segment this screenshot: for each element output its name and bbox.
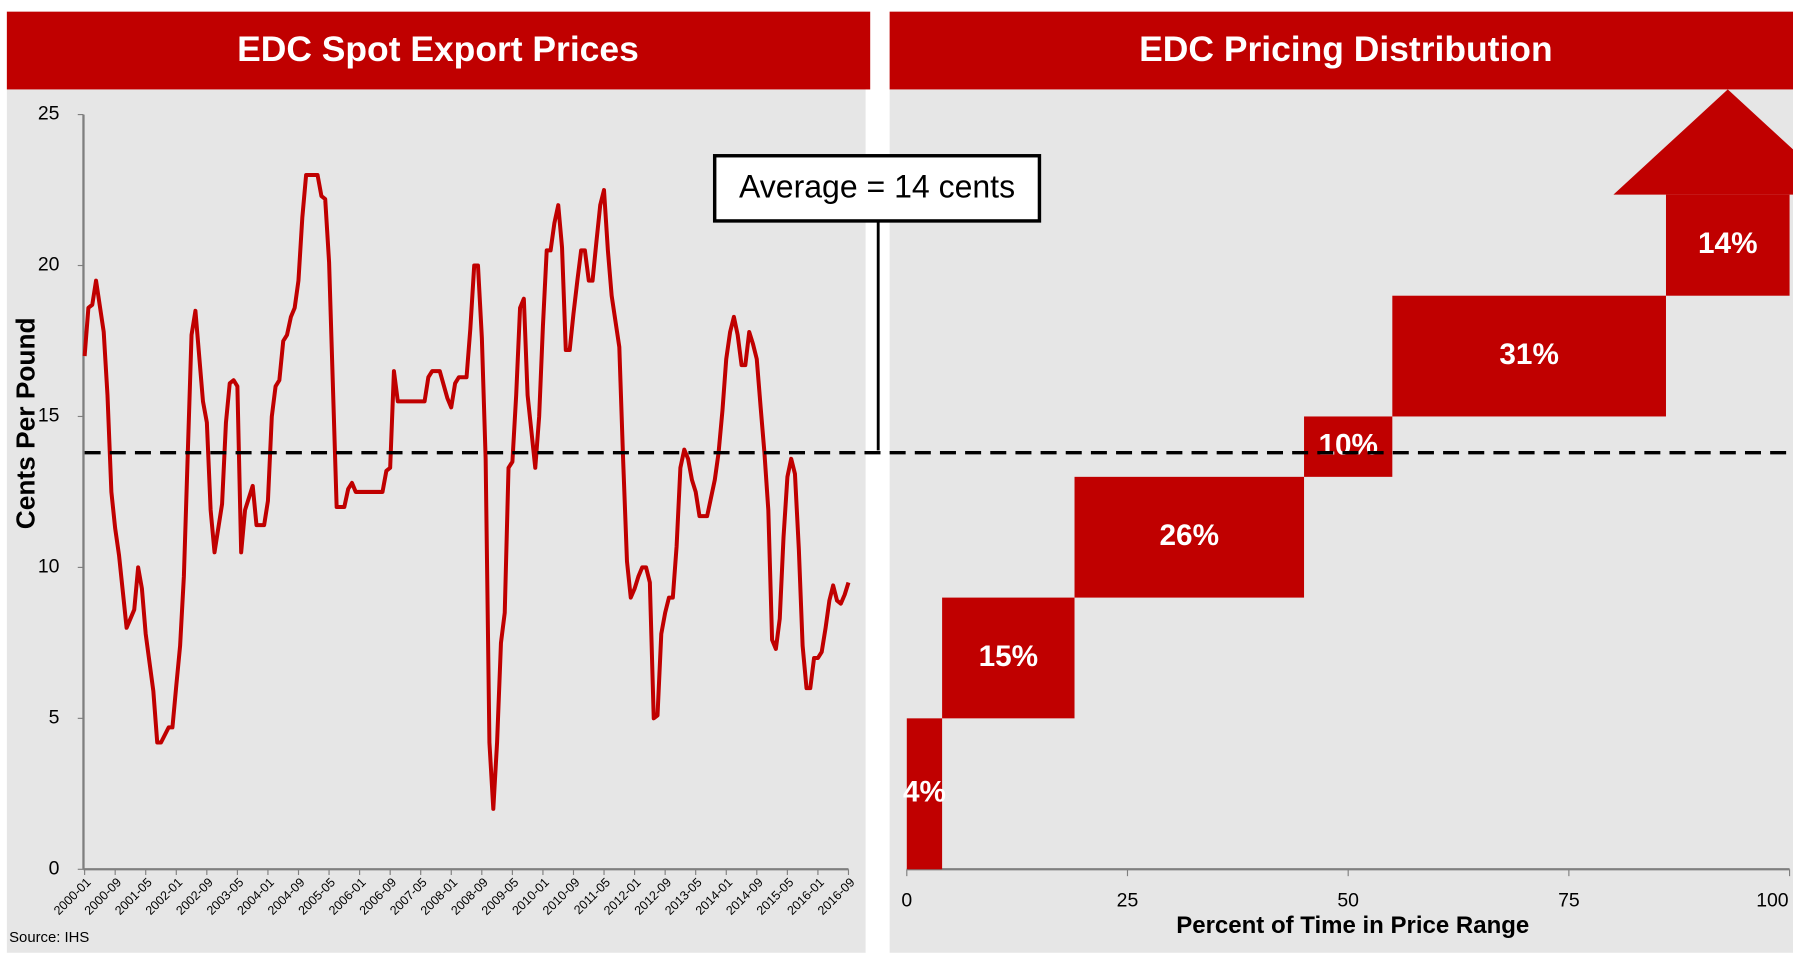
y-tick-label: 15 [38, 405, 60, 427]
left-header [6, 11, 871, 90]
value-label: 26% [1160, 519, 1219, 552]
value-label: 10% [1318, 429, 1377, 462]
y-tick-label: 10 [38, 556, 60, 578]
x-tick-label: 100 [1756, 889, 1789, 911]
price-line [82, 172, 851, 811]
range-bar [1074, 476, 1305, 598]
y-tick-label: 5 [49, 706, 60, 728]
y-tick-label: 0 [49, 857, 60, 879]
source: Source: IHS [9, 930, 89, 946]
range-bar [1665, 194, 1790, 296]
range-bar [1304, 416, 1393, 477]
right-title: EDC Pricing Distribution [1139, 29, 1552, 69]
y-tick-label: 20 [38, 254, 60, 276]
value-label: 31% [1499, 338, 1558, 371]
range-bars [906, 89, 1793, 870]
x-tick-label: 50 [1337, 889, 1359, 911]
x-axis-label: Percent of Time in Price Range [1176, 912, 1529, 939]
y-axis-label: Cents Per Pound [10, 317, 40, 529]
open-end-arrow [1613, 89, 1793, 195]
left-panel [6, 11, 866, 953]
value-label: 14% [1698, 227, 1757, 260]
annotation-box [712, 154, 1042, 223]
y-tick-label: 25 [38, 103, 60, 125]
left-title: EDC Spot Export Prices [237, 29, 639, 69]
x-tick-label: 75 [1558, 889, 1580, 911]
range-bar [906, 718, 943, 870]
range-bar [1392, 295, 1666, 417]
range-bar [942, 597, 1075, 719]
right-header [889, 11, 1793, 90]
x-tick-label: 25 [1117, 889, 1139, 911]
x-tick-label: 0 [901, 889, 912, 911]
right-panel [889, 11, 1793, 953]
value-label: 15% [979, 640, 1038, 673]
value-label: 4% [903, 776, 946, 809]
annotation: Average = 14 cents [739, 168, 1015, 204]
